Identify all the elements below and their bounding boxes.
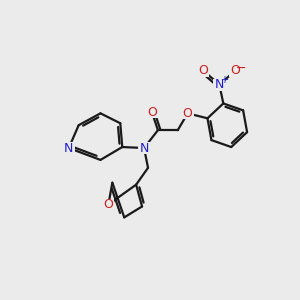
Text: O: O (230, 64, 240, 77)
Text: N: N (215, 78, 224, 91)
Bar (182, 107, 194, 119)
Text: −: − (236, 62, 246, 75)
Bar (146, 106, 158, 118)
Text: O: O (103, 198, 113, 211)
Bar (198, 65, 209, 77)
Text: N: N (140, 142, 149, 154)
Bar (63, 142, 75, 154)
Text: O: O (183, 107, 193, 120)
Text: +: + (220, 75, 228, 85)
Bar (102, 199, 114, 210)
Text: O: O (147, 106, 157, 119)
Bar (229, 65, 241, 77)
Text: O: O (199, 64, 208, 77)
Bar (213, 79, 225, 91)
Text: N: N (64, 142, 74, 154)
Bar (138, 142, 150, 154)
